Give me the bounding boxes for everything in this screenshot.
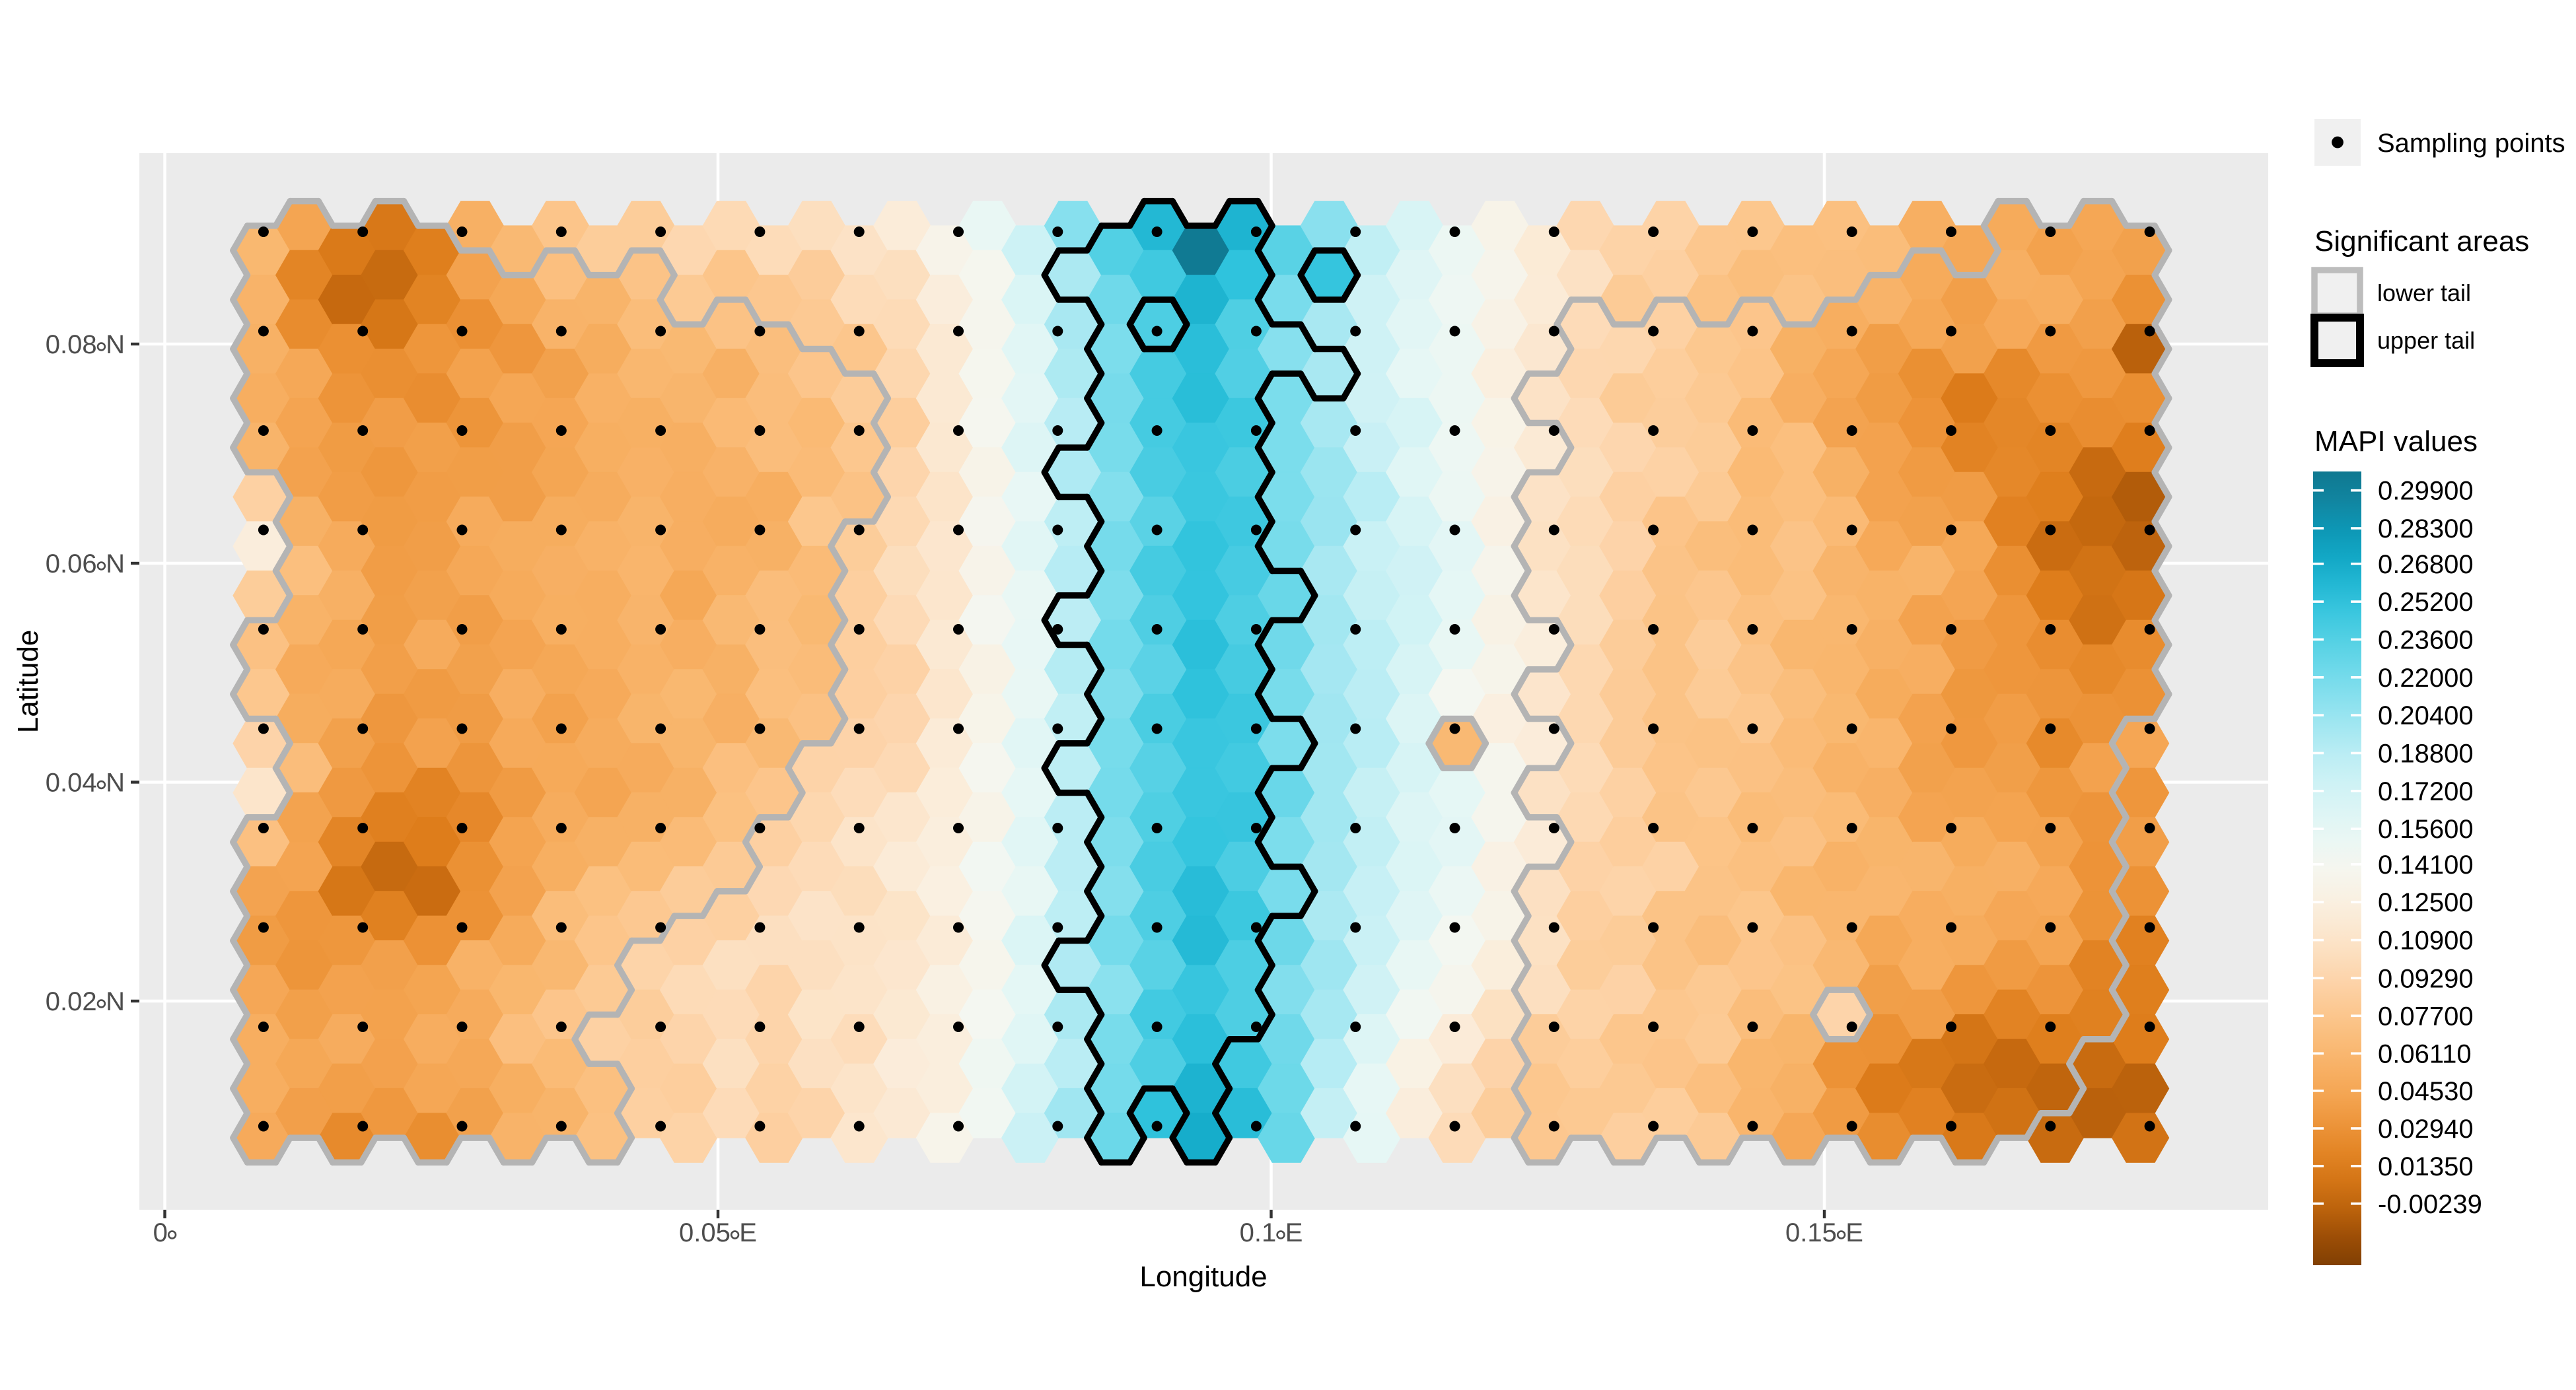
- svg-text:-0.00239: -0.00239: [2378, 1190, 2482, 1219]
- svg-text:0.23600: 0.23600: [2378, 625, 2474, 654]
- svg-text:0.06110: 0.06110: [2378, 1039, 2472, 1068]
- svg-text:lower tail: lower tail: [2377, 279, 2471, 306]
- svg-text:0.12500: 0.12500: [2378, 888, 2474, 917]
- svg-text:0.01350: 0.01350: [2378, 1152, 2474, 1181]
- svg-text:N: N: [106, 330, 125, 359]
- svg-text:0.18800: 0.18800: [2378, 740, 2474, 769]
- svg-text:0.02: 0.02: [46, 987, 97, 1016]
- svg-text:0.04530: 0.04530: [2378, 1077, 2474, 1106]
- svg-text:0.22000: 0.22000: [2378, 664, 2474, 693]
- svg-text:E: E: [1845, 1218, 1863, 1247]
- svg-text:0.25200: 0.25200: [2378, 588, 2474, 617]
- svg-text:0: 0: [153, 1218, 168, 1247]
- svg-text:upper tail: upper tail: [2377, 327, 2475, 354]
- svg-text:0.26800: 0.26800: [2378, 550, 2474, 579]
- svg-text:0.15: 0.15: [1785, 1218, 1837, 1247]
- svg-text:0.14100: 0.14100: [2378, 851, 2474, 880]
- svg-text:0.17200: 0.17200: [2378, 777, 2474, 806]
- svg-text:0.06: 0.06: [46, 549, 97, 578]
- svg-text:0.15600: 0.15600: [2378, 815, 2474, 844]
- svg-text:Sampling points: Sampling points: [2377, 129, 2565, 158]
- svg-text:E: E: [1285, 1218, 1303, 1247]
- svg-text:N: N: [106, 769, 125, 798]
- svg-text:0.29900: 0.29900: [2378, 477, 2474, 506]
- svg-text:Latitude: Latitude: [12, 630, 44, 734]
- svg-text:0.07700: 0.07700: [2378, 1002, 2474, 1031]
- svg-text:E: E: [739, 1218, 757, 1247]
- svg-text:N: N: [106, 549, 125, 578]
- svg-text:0.08: 0.08: [46, 330, 97, 359]
- svg-text:MAPI values: MAPI values: [2314, 425, 2478, 458]
- svg-text:0.28300: 0.28300: [2378, 514, 2474, 543]
- svg-text:0.10900: 0.10900: [2378, 926, 2474, 956]
- svg-text:Significant areas: Significant areas: [2314, 225, 2529, 258]
- svg-text:0.20400: 0.20400: [2378, 701, 2474, 730]
- svg-text:0.04: 0.04: [46, 769, 97, 798]
- svg-text:N: N: [106, 987, 125, 1016]
- svg-text:Longitude: Longitude: [1139, 1261, 1267, 1293]
- svg-text:0.02940: 0.02940: [2378, 1115, 2474, 1144]
- svg-text:0.1: 0.1: [1240, 1218, 1277, 1247]
- svg-text:0.09290: 0.09290: [2378, 964, 2474, 993]
- svg-text:0.05: 0.05: [679, 1218, 731, 1247]
